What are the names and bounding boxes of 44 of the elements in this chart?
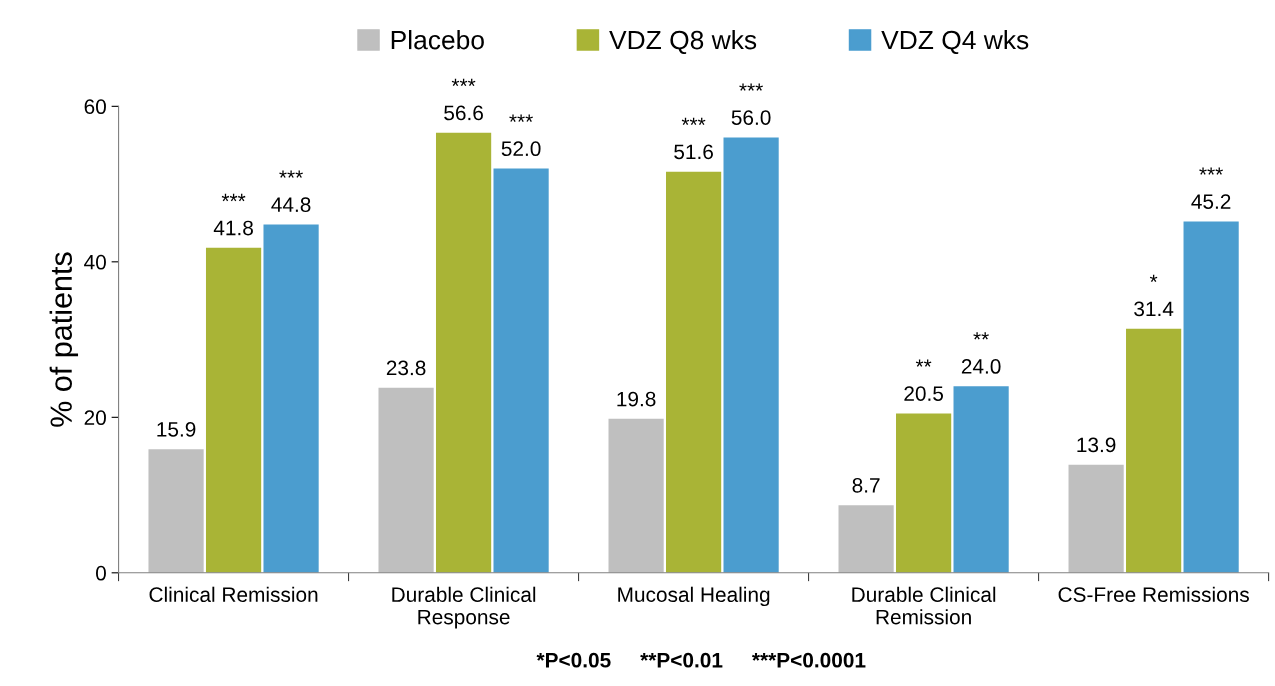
bar <box>1183 221 1239 573</box>
x-tick-label: Mucosal Healing <box>618 586 770 607</box>
data-label: *** 44.8 <box>271 170 311 213</box>
bar <box>608 418 664 573</box>
data-label: *** 41.8 <box>213 193 253 236</box>
legend-label: Placebo <box>391 29 484 50</box>
bar <box>435 132 492 573</box>
bar <box>896 413 952 573</box>
text: *P<0.05 **P<0.01 ***P<0.0001 <box>536 652 866 668</box>
bar <box>493 168 549 573</box>
bar <box>838 505 894 573</box>
bar <box>953 386 1009 573</box>
y-tick-label: 40 <box>84 254 106 270</box>
legend-label: VDZ Q4 wks <box>881 29 1029 55</box>
y-axis-title: % of patients <box>49 252 79 427</box>
x-tick-label: Clinical Remission <box>149 586 318 602</box>
bar <box>1068 464 1124 573</box>
data-label: *** 56.6 <box>444 78 483 121</box>
data-label: *** 51.6 <box>674 117 713 160</box>
bar <box>666 171 722 573</box>
x-tick-label: Durable Clinical Remission <box>852 586 996 625</box>
legend-label: VDZ Q8 wks <box>609 29 757 55</box>
x-tick-label: Durable Clinical Response <box>392 586 536 629</box>
bar <box>205 247 262 573</box>
data-label: * 31.4 <box>1134 274 1174 317</box>
bar <box>378 387 434 573</box>
data-label: *** 56.0 <box>731 83 771 125</box>
data-label: 13.9 <box>1077 437 1116 453</box>
bar <box>148 449 204 573</box>
data-label: *** 45.2 <box>1191 167 1231 209</box>
y-tick-label: 60 <box>84 99 106 115</box>
data-label: ** 24.0 <box>961 332 1001 374</box>
data-label: *** 52.0 <box>501 114 541 157</box>
data-label: 23.8 <box>386 360 426 376</box>
x-tick-label: CS-Free Remissions <box>1058 586 1249 602</box>
data-label: 15.9 <box>157 421 196 437</box>
data-label: 19.8 <box>617 391 656 407</box>
y-tick-label: 20 <box>84 410 106 426</box>
bar <box>263 224 319 573</box>
y-tick-label: 0 <box>96 565 106 581</box>
bar <box>723 137 779 573</box>
data-label: ** 20.5 <box>904 359 944 401</box>
bar <box>1126 328 1182 573</box>
data-label: 8.7 <box>852 477 880 493</box>
